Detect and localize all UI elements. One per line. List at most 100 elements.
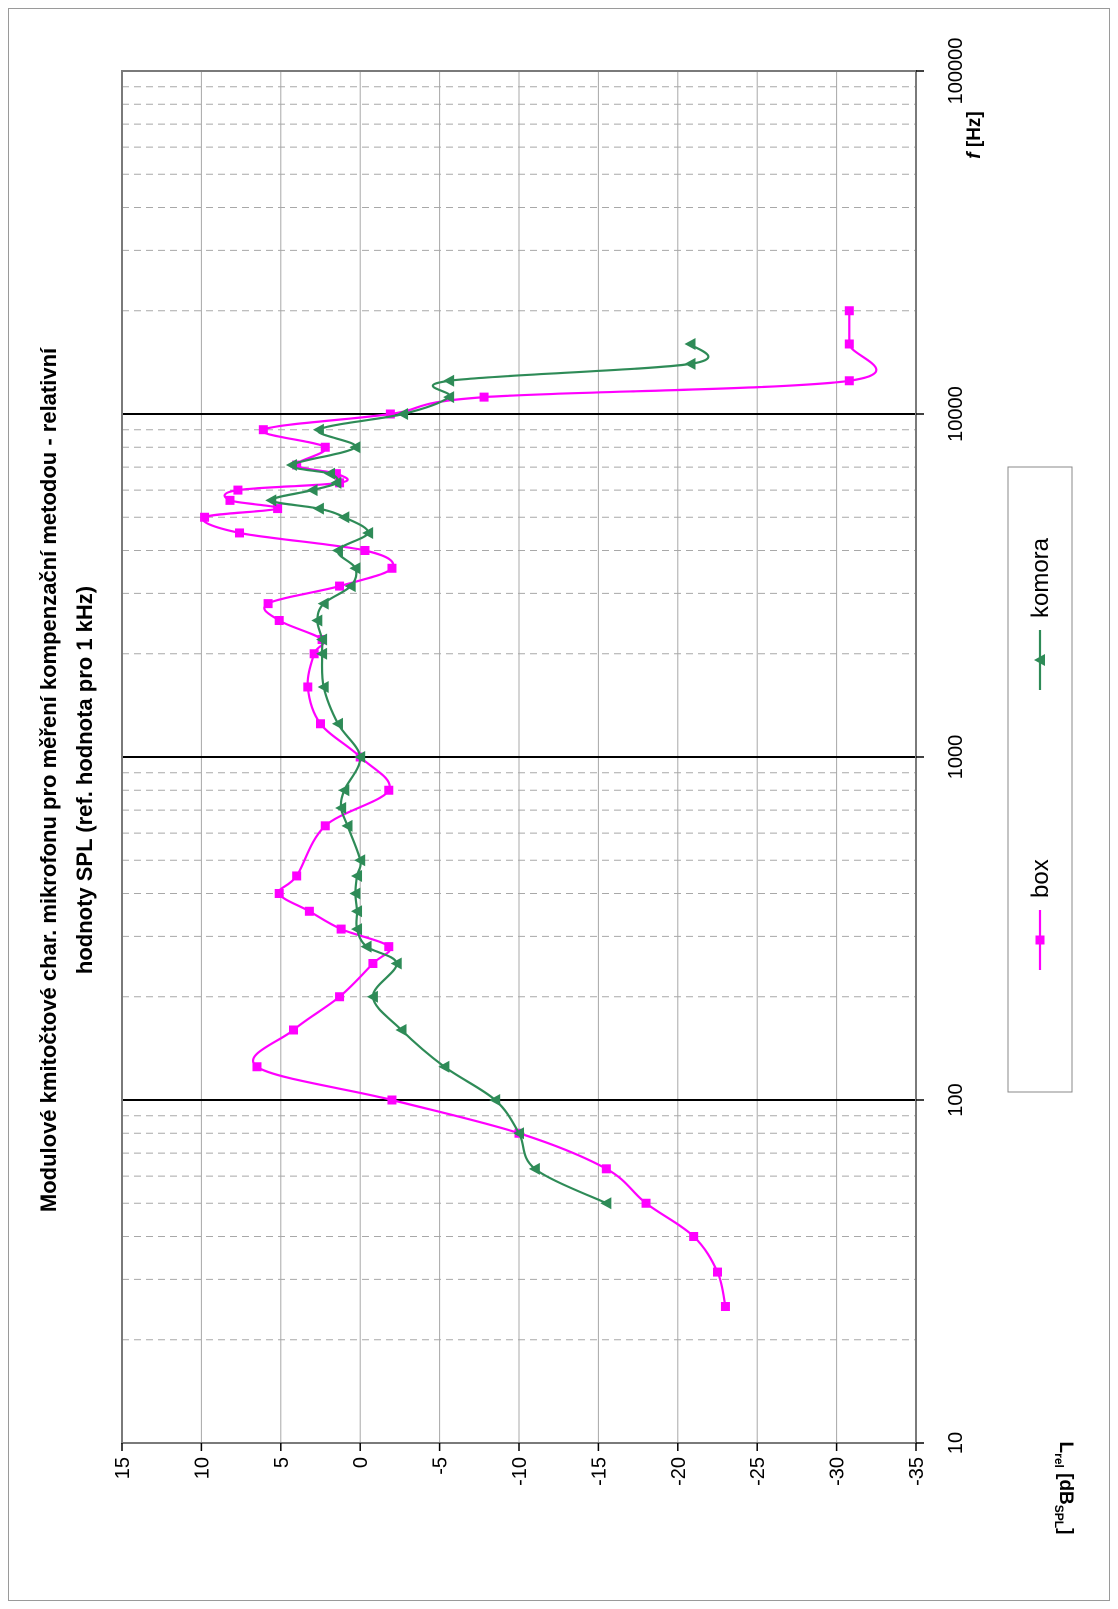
y-tick-label: -30 xyxy=(827,1457,849,1486)
series-box-marker xyxy=(335,992,345,1002)
y-axis-label: Lrel [dBSPL] xyxy=(1052,1442,1076,1535)
series-komora-marker xyxy=(338,784,350,797)
series-komora-marker xyxy=(265,494,277,507)
y-tick-label: -20 xyxy=(668,1457,690,1486)
series-komora-marker xyxy=(360,940,372,953)
series-komora-marker xyxy=(684,357,696,370)
series-komora-marker xyxy=(600,1197,612,1210)
series-komora-marker xyxy=(335,802,347,815)
legend-box xyxy=(1007,466,1073,1093)
series-komora-marker xyxy=(312,423,324,436)
series-komora-marker xyxy=(354,751,366,763)
y-tick-label: -15 xyxy=(588,1457,610,1486)
y-axis-label-main: L xyxy=(1055,1442,1076,1454)
series-box-marker xyxy=(316,719,325,729)
series-box-marker xyxy=(720,1302,730,1312)
chart-title-line1: Modulové kmitočtové char. mikrofonu pro … xyxy=(36,347,61,1212)
series-box-marker xyxy=(641,1198,651,1208)
x-tick-label: 10000 xyxy=(945,386,967,442)
series-box-marker xyxy=(235,528,245,538)
legend: box komora xyxy=(1007,466,1073,1093)
series-komora-marker xyxy=(390,957,402,970)
series-box-marker xyxy=(689,1231,699,1241)
series-box-marker xyxy=(384,785,394,795)
series-komora-marker xyxy=(316,633,328,646)
series-komora-marker xyxy=(316,647,328,660)
legend-box-marker xyxy=(1035,935,1045,945)
series-box-marker xyxy=(258,425,268,435)
plot-area: 15 10 5 0 -5 -10 -15 -20 -25 -30 -35 10 100 1000 10000… xyxy=(112,38,967,1486)
series-box-marker xyxy=(384,942,394,952)
y-tick-label: -10 xyxy=(509,1457,531,1486)
series-komora-marker xyxy=(362,526,374,539)
series-komora-marker xyxy=(344,580,356,593)
chart-frame xyxy=(8,8,1110,1601)
series-komora-marker xyxy=(351,905,363,918)
series-komora-marker xyxy=(349,562,361,575)
series-box-marker xyxy=(274,616,284,626)
chart-title-line2: hodnoty SPL (ref. hodnota pro 1 kHz) xyxy=(72,586,97,974)
series-box-marker xyxy=(360,545,370,555)
series-box-marker xyxy=(336,924,346,934)
series-komora-marker xyxy=(341,819,353,832)
y-axis-label-unit-b: ] xyxy=(1055,1528,1076,1534)
series-box-marker xyxy=(273,504,283,514)
series-box-marker xyxy=(304,906,314,916)
legend-komora-label: komora xyxy=(1027,537,1054,618)
series-box-marker xyxy=(200,512,210,522)
series-box-marker xyxy=(289,1025,299,1035)
y-axis-label-sub: rel xyxy=(1052,1453,1066,1468)
chart-title: Modulové kmitočtové char. mikrofonu pro … xyxy=(36,347,97,1212)
series-komora-marker xyxy=(489,1094,501,1106)
series-box-marker xyxy=(368,959,378,969)
y-tick-label: 10 xyxy=(191,1457,213,1479)
series-komora-marker xyxy=(354,854,366,867)
series-komora-marker xyxy=(395,1023,407,1036)
series-box-marker xyxy=(292,871,302,881)
series-komora-marker xyxy=(349,441,361,454)
x-tick-label: 100000 xyxy=(945,38,967,105)
x-axis-label: f [Hz] xyxy=(964,111,985,158)
series-komora-marker xyxy=(338,511,350,524)
series-box-marker xyxy=(225,495,235,505)
legend-komora-marker xyxy=(1034,654,1045,666)
series-box-marker xyxy=(274,888,284,898)
series-box-marker xyxy=(844,339,854,349)
x-tick-label: 10 xyxy=(945,1432,967,1454)
series-komora-marker xyxy=(311,614,323,627)
series-komora xyxy=(265,337,710,1210)
series-box-marker xyxy=(387,1095,397,1105)
series-box-marker xyxy=(335,581,345,591)
series-komora-marker xyxy=(443,391,455,404)
series-box-marker xyxy=(309,649,319,659)
series-komora-marker xyxy=(443,374,455,387)
series-komora-marker xyxy=(528,1162,540,1175)
series-komora-marker xyxy=(438,1060,450,1073)
y-tick-label: 15 xyxy=(112,1457,134,1479)
legend-box-label: box xyxy=(1027,859,1054,898)
series-komora-marker xyxy=(684,337,696,350)
series-komora-marker xyxy=(351,869,363,882)
series-box-marker xyxy=(601,1164,611,1174)
y-tick-label: 5 xyxy=(271,1457,293,1468)
series-komora-marker xyxy=(397,408,409,420)
series-box-marker xyxy=(233,485,243,495)
series-box-marker xyxy=(844,376,854,386)
series-box-marker xyxy=(713,1267,722,1277)
x-tick-label: 1000 xyxy=(945,735,967,780)
y-tick-label: -25 xyxy=(747,1457,769,1486)
series-komora-marker xyxy=(513,1127,524,1140)
y-tick-label: 0 xyxy=(350,1457,372,1468)
y-tick-label: -5 xyxy=(430,1457,452,1475)
series-box-marker xyxy=(385,409,395,419)
series-box-marker xyxy=(331,469,341,479)
series-komora-marker xyxy=(331,717,343,730)
series-box-marker xyxy=(252,1062,262,1072)
y-axis-label-unit-sub: SPL xyxy=(1052,1505,1066,1528)
series-komora-marker xyxy=(351,923,363,936)
series-box-marker xyxy=(387,563,397,573)
series-komora-marker xyxy=(312,502,324,515)
series-komora-marker xyxy=(366,990,378,1003)
series-box-marker xyxy=(844,306,854,316)
series-komora-marker xyxy=(330,476,342,489)
